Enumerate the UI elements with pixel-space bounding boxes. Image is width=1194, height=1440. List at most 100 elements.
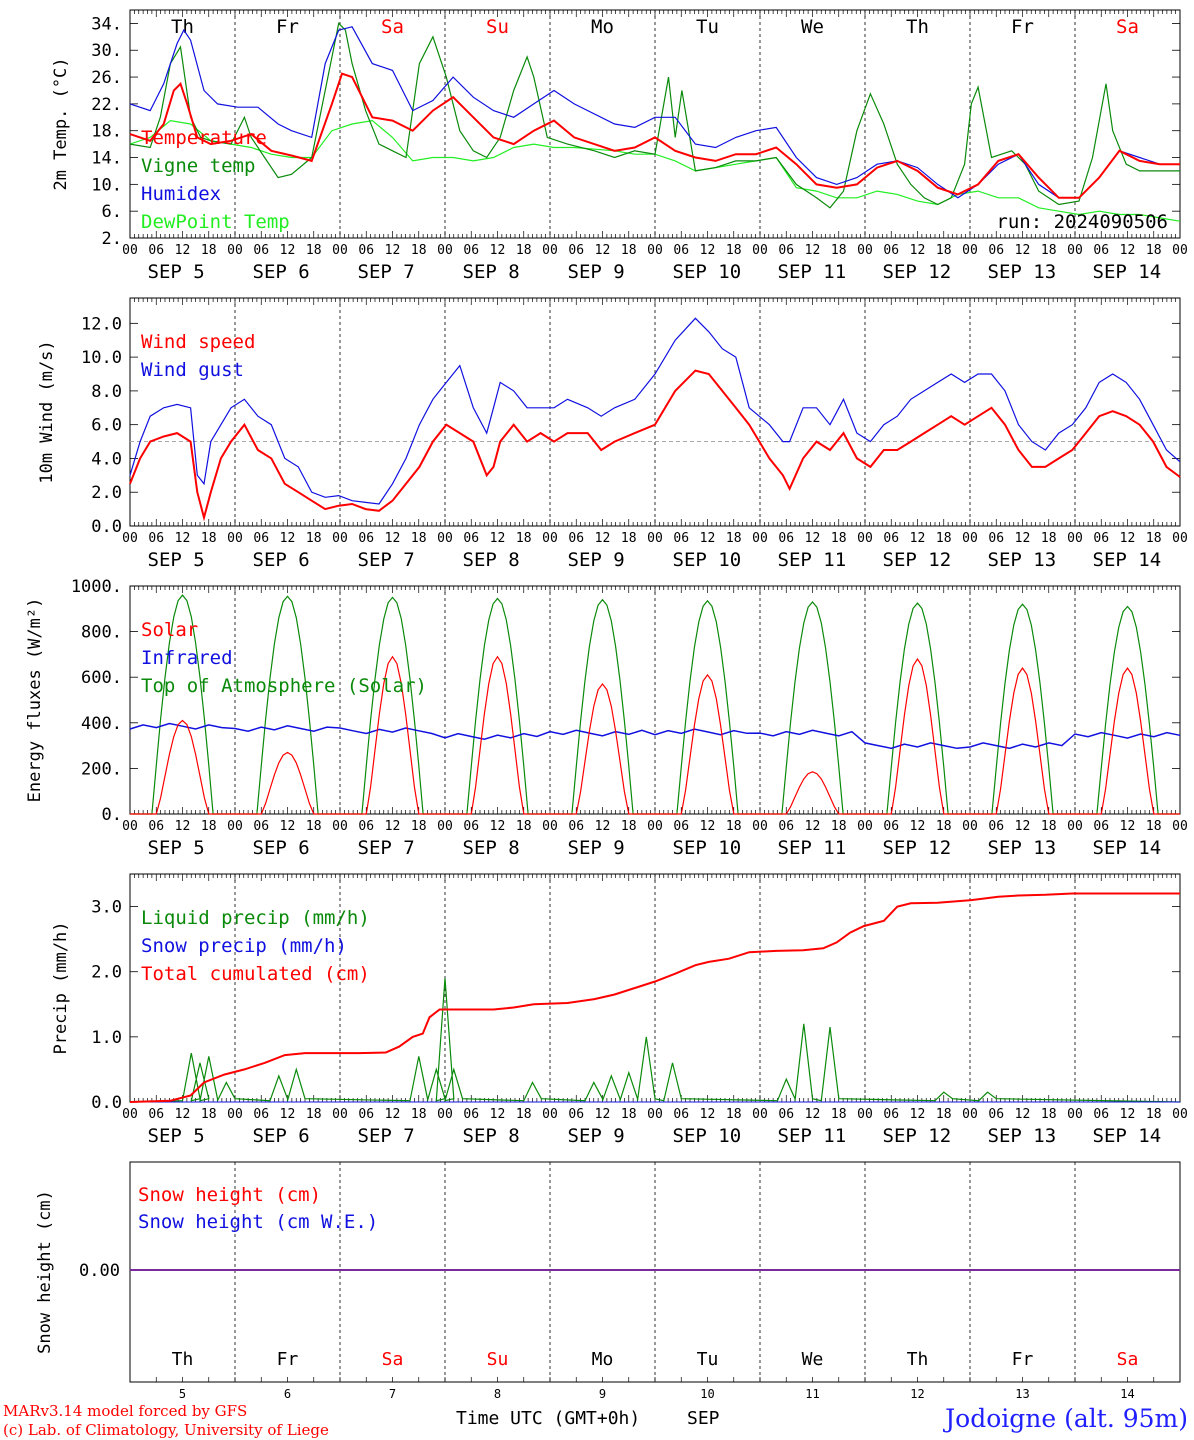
hour-tick-label: 12 — [280, 531, 296, 546]
y-tick-label: 10.0 — [81, 348, 122, 368]
y-tick-label: 6. — [102, 202, 122, 222]
day-label: Fr — [1011, 16, 1034, 38]
hour-tick-label: 12 — [385, 531, 401, 546]
date-number: 7 — [389, 1387, 396, 1401]
hour-tick-label: 00 — [962, 819, 978, 834]
hour-tick-label: 18 — [201, 1107, 217, 1122]
hour-tick-label: 12 — [175, 243, 191, 258]
hour-tick-label: 12 — [175, 1107, 191, 1122]
day-label: We — [802, 1349, 824, 1370]
day-label: Sa — [382, 1349, 404, 1370]
precip-axis-ticks: 00 06 12 18 00 06 12 18 00 06 12 18 00 06 12 18 00 06 12 18… — [91, 874, 1188, 1147]
run-annotation: run: 2024090506 — [996, 211, 1168, 233]
hour-tick-label: 12 — [700, 243, 716, 258]
hour-tick-label: 00 — [1172, 819, 1188, 834]
date-number: 6 — [284, 1387, 291, 1401]
day-label: Fr — [277, 1349, 299, 1370]
hour-tick-label: 12 — [490, 531, 506, 546]
legend-wind-speed: Wind speed — [141, 331, 255, 353]
wind-ylabel: 10m Wind (m/s) — [37, 340, 57, 483]
hour-tick-label: 12 — [1015, 819, 1031, 834]
day-label: Su — [486, 16, 509, 38]
temperature-day-separators — [234, 10, 1076, 238]
y-tick-label: 2.0 — [91, 483, 122, 503]
date-label: SEP 11 — [778, 1125, 847, 1147]
hour-tick-label: 18 — [516, 1107, 532, 1122]
energy-series — [129, 594, 1181, 815]
hour-tick-label: 12 — [910, 243, 926, 258]
legend-temperature: Temperature — [141, 127, 267, 149]
hour-tick-label: 00 — [1172, 1107, 1188, 1122]
legend-liquid-precip: Liquid precip (mm/h) — [141, 907, 370, 929]
y-tick-label: 200. — [81, 759, 122, 779]
y-tick-label: 0.0 — [91, 517, 122, 537]
footer: MARv3.14 model forced by GFS (c) Lab. of… — [3, 1402, 1188, 1439]
hour-tick-label: 00 — [857, 1107, 873, 1122]
dewpoint-line — [129, 119, 1181, 222]
hour-tick-label: 06 — [1093, 243, 1109, 258]
hour-tick-label: 18 — [411, 531, 427, 546]
hour-tick-label: 12 — [595, 819, 611, 834]
day-label: Tu — [696, 16, 719, 38]
day-label: Mo — [591, 16, 614, 38]
hour-tick-label: 18 — [306, 531, 322, 546]
date-label: SEP 10 — [673, 261, 742, 283]
legend-solar: Solar — [141, 619, 198, 641]
date-label: SEP 11 — [778, 549, 847, 571]
y-tick-label: 22. — [91, 95, 122, 115]
date-label: SEP 13 — [988, 1125, 1057, 1147]
date-label: SEP 12 — [883, 837, 952, 859]
day-label: Sa — [381, 16, 404, 38]
hour-tick-label: 12 — [1015, 531, 1031, 546]
hour-tick-label: 06 — [673, 1107, 689, 1122]
hour-tick-label: 06 — [148, 819, 164, 834]
hour-tick-label: 06 — [463, 819, 479, 834]
footer-model: MARv3.14 model forced by GFS — [3, 1402, 247, 1420]
hour-tick-label: 06 — [358, 243, 374, 258]
hour-tick-label: 12 — [700, 531, 716, 546]
date-label: SEP 7 — [358, 837, 415, 859]
hour-tick-label: 00 — [1067, 1107, 1083, 1122]
hour-tick-label: 00 — [437, 819, 453, 834]
date-label: SEP 5 — [148, 837, 205, 859]
day-label: Th — [171, 16, 194, 38]
snow-day-labels: Th Fr Sa Su Mo Tu We Th Fr Sa — [172, 1349, 1139, 1370]
date-label: SEP 8 — [463, 549, 520, 571]
hour-tick-label: 12 — [280, 243, 296, 258]
hour-tick-label: 00 — [437, 243, 453, 258]
day-label: Mo — [592, 1349, 614, 1370]
hour-tick-label: 12 — [910, 1107, 926, 1122]
energy-panel: 00 06 12 18 00 06 12 18 00 06 12 18 00 06 12 18 00 06 12 18… — [25, 577, 1188, 859]
hour-tick-label: 12 — [595, 531, 611, 546]
hour-tick-label: 00 — [332, 819, 348, 834]
date-number: 11 — [805, 1387, 819, 1401]
hour-tick-label: 18 — [621, 531, 637, 546]
legend-infrared: Infrared — [141, 647, 233, 669]
hour-tick-label: 18 — [1146, 531, 1162, 546]
hour-tick-label: 18 — [201, 531, 217, 546]
hour-tick-label: 00 — [542, 243, 558, 258]
snow-ylabel: Snow height (cm) — [35, 1190, 55, 1354]
y-tick-label: 1000. — [71, 577, 122, 597]
hour-tick-label: 12 — [490, 243, 506, 258]
hour-tick-label: 12 — [385, 1107, 401, 1122]
hour-tick-label: 18 — [1041, 531, 1057, 546]
hour-tick-label: 18 — [936, 819, 952, 834]
hour-tick-label: 12 — [385, 819, 401, 834]
hour-tick-label: 00 — [647, 243, 663, 258]
hour-tick-label: 00 — [542, 531, 558, 546]
hour-tick-label: 12 — [910, 531, 926, 546]
hour-tick-label: 00 — [647, 531, 663, 546]
hour-tick-label: 18 — [1146, 1107, 1162, 1122]
legend-total-cumulated: Total cumulated (cm) — [141, 963, 370, 985]
hour-tick-label: 12 — [1120, 243, 1136, 258]
hour-tick-label: 18 — [306, 819, 322, 834]
temperature-panel: 00 06 12 18 00 06 12 18 00 06 12 18 00 06 12 18 00 06 12 18… — [51, 9, 1188, 283]
hour-tick-label: 18 — [831, 531, 847, 546]
date-label: SEP 10 — [673, 549, 742, 571]
temperature-line — [129, 72, 1180, 199]
hour-tick-label: 06 — [463, 243, 479, 258]
y-tick-label: 18. — [91, 122, 122, 142]
toa-solar-line — [130, 594, 1180, 815]
